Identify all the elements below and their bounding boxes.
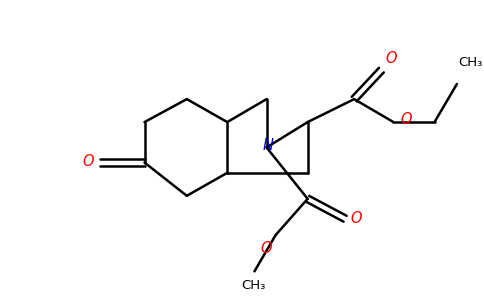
Text: O: O [385, 51, 396, 66]
Text: CH₃: CH₃ [241, 279, 265, 292]
Text: CH₃: CH₃ [459, 56, 483, 69]
Text: O: O [260, 241, 272, 256]
Text: N: N [262, 138, 273, 153]
Text: O: O [401, 112, 412, 127]
Text: O: O [83, 154, 94, 169]
Text: O: O [350, 211, 362, 226]
